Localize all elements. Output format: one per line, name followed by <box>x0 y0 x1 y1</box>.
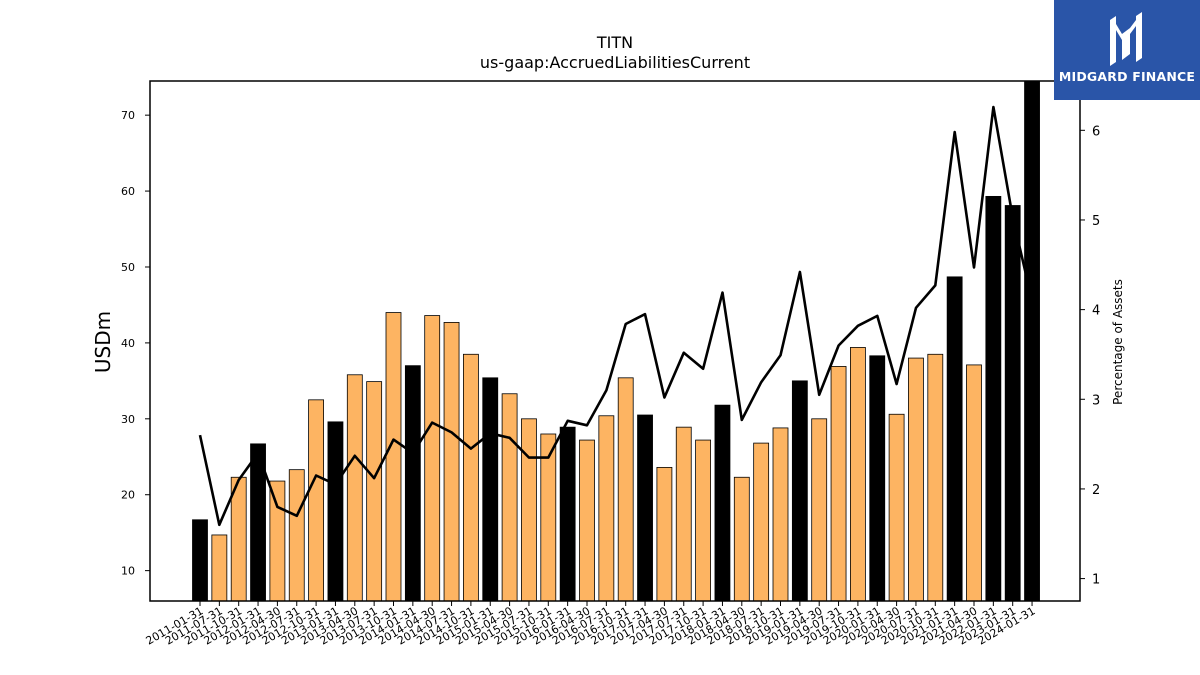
y-tick-label: 20 <box>121 489 135 502</box>
y2-tick-label: 5 <box>1092 214 1100 229</box>
bar-2013-04-30 <box>346 374 363 602</box>
bar-series <box>192 80 1040 602</box>
bar-2020-07-31 <box>908 357 924 602</box>
bar-2019-04-30 <box>811 418 828 602</box>
y2-tick-label: 2 <box>1092 483 1100 498</box>
bar-2013-10-31 <box>385 312 402 602</box>
y-tick-label: 50 <box>121 261 135 274</box>
bar-2013-07-31 <box>366 381 383 602</box>
y2-tick-label: 4 <box>1092 304 1100 319</box>
percentage-of-assets-line <box>198 105 1034 527</box>
bar-2016-10-31 <box>617 377 634 602</box>
midgard-logo-icon <box>1110 12 1142 66</box>
bar-2016-04-30 <box>579 439 595 602</box>
bar-2011-10-31 <box>230 476 247 602</box>
y-tick-label: 40 <box>121 337 135 350</box>
bar-2024-01-31 <box>1024 80 1040 602</box>
bar-2015-10-31 <box>540 433 557 602</box>
bar-2012-04-30 <box>269 480 286 602</box>
bar-2018-01-31 <box>714 404 731 602</box>
bar-2018-07-31 <box>753 442 770 602</box>
bar-2018-04-30 <box>733 476 750 602</box>
bar-2015-01-31 <box>482 377 499 602</box>
midgard-finance-logo: MIDGARD FINANCE <box>1054 0 1200 100</box>
bar-2011-01-31 <box>192 519 208 602</box>
y2-tick-label: 6 <box>1092 124 1100 139</box>
bar-2019-07-31 <box>830 366 847 602</box>
bar-2011-07-31 <box>211 534 228 602</box>
bar-2014-04-30 <box>424 315 441 602</box>
chart-title: TITN <box>596 33 633 52</box>
bar-2014-07-31 <box>443 322 460 602</box>
axes: 102030405060701234562011-01-312011-07-31… <box>121 109 1100 647</box>
bar-2020-04-30 <box>888 413 905 602</box>
y-tick-label: 60 <box>121 185 135 198</box>
y2-tick-label: 1 <box>1092 573 1100 588</box>
bar-2018-10-31 <box>772 427 789 602</box>
bar-2016-07-31 <box>598 415 615 602</box>
chart-subtitle: us-gaap:AccruedLiabilitiesCurrent <box>480 53 750 72</box>
y2-axis-label: Percentage of Assets <box>1111 279 1125 405</box>
logo-text: MIDGARD FINANCE <box>1058 69 1196 84</box>
y-axis-label: USDm <box>91 311 115 373</box>
bar-2015-04-30 <box>501 393 518 602</box>
bar-2022-01-31 <box>985 195 1002 602</box>
y-tick-label: 10 <box>121 565 135 578</box>
bar-2016-01-31 <box>559 426 576 602</box>
bar-2019-10-31 <box>850 347 866 602</box>
y2-tick-label: 3 <box>1092 393 1100 408</box>
plot-frame <box>149 80 1081 602</box>
bar-2019-01-31 <box>791 380 808 602</box>
bar-2017-10-31 <box>695 439 711 602</box>
bar-2023-01-31 <box>1004 205 1021 602</box>
bar-2020-01-31 <box>869 355 886 602</box>
bar-2012-10-31 <box>308 399 325 602</box>
y-tick-label: 30 <box>121 413 135 426</box>
bar-2021-04-30 <box>966 364 982 602</box>
bar-2021-01-31 <box>946 276 963 602</box>
bar-2017-04-30 <box>656 466 673 602</box>
bar-2020-10-31 <box>927 353 944 602</box>
bar-2013-01-31 <box>327 421 344 602</box>
bar-2017-01-31 <box>637 414 653 602</box>
bar-2014-10-31 <box>462 353 479 602</box>
percentage-line-series <box>198 105 1034 527</box>
bar-2012-07-31 <box>288 469 305 602</box>
bar-2014-01-31 <box>404 365 421 602</box>
bar-2017-07-31 <box>675 426 692 602</box>
y-tick-label: 70 <box>121 109 135 122</box>
bar-2015-07-31 <box>521 418 537 602</box>
